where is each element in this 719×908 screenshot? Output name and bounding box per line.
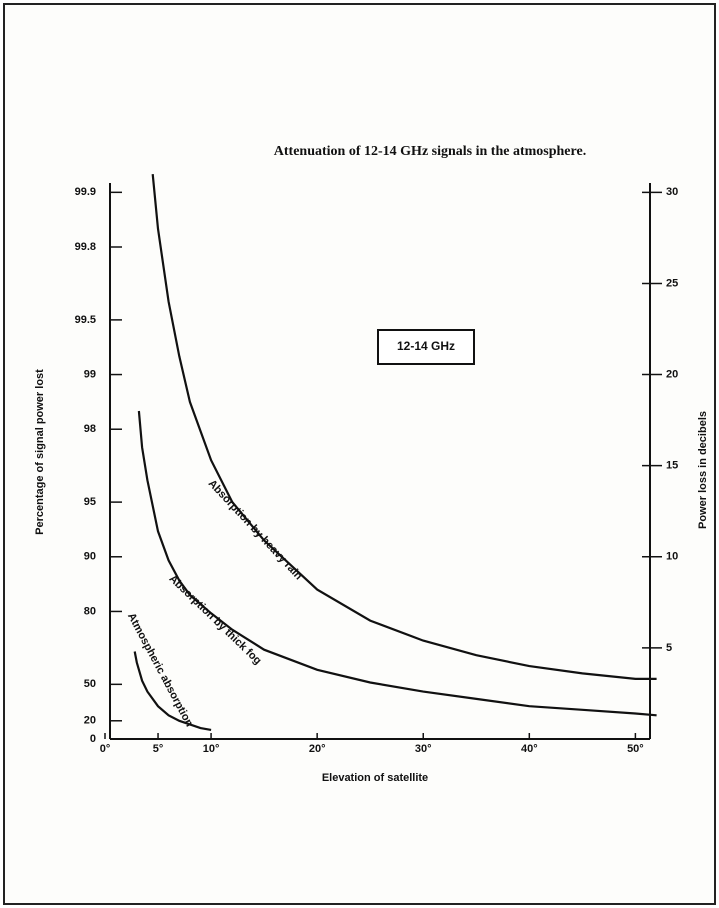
y2-tick-label: 10: [666, 551, 678, 563]
y-tick-label: 0: [90, 733, 96, 745]
chart-title: Attenuation of 12-14 GHz signals in the …: [274, 144, 586, 159]
y2-axis-label: Power loss in decibels: [697, 411, 709, 529]
y-tick-label: 98: [84, 423, 96, 435]
y2-tick-label: 5: [666, 642, 672, 654]
x-tick-label: 50°: [627, 743, 644, 755]
x-tick-label: 20°: [309, 743, 326, 755]
curve: [133, 651, 212, 731]
y-tick-label: 90: [84, 551, 96, 563]
y-tick-label: 80: [84, 605, 96, 617]
x-tick-label: 40°: [521, 743, 538, 755]
y2-tick-label: 20: [666, 368, 678, 380]
x-tick-label: 10°: [203, 743, 220, 755]
y-tick-label: 99.8: [75, 241, 96, 253]
y-tick-label: 20: [84, 715, 96, 727]
x-tick-label: 0°: [100, 743, 111, 755]
x-tick-label: 30°: [415, 743, 432, 755]
y-tick-label: 50: [84, 678, 96, 690]
x-axis-label: Elevation of satellite: [322, 772, 428, 784]
annotation: 12-14 GHz: [397, 339, 455, 353]
y-tick-label: 99: [84, 368, 96, 380]
x-tick-label: 5°: [153, 743, 164, 755]
y-tick-label: 95: [84, 496, 96, 508]
y2-tick-label: 15: [666, 460, 678, 472]
y-tick-label: 99.9: [75, 186, 96, 198]
y-tick-label: 99.5: [75, 314, 96, 326]
curve: [151, 173, 657, 680]
curve: [137, 410, 657, 717]
y2-tick-label: 30: [666, 186, 678, 198]
annotation-box: [377, 329, 475, 365]
y2-tick-label: 25: [666, 277, 678, 289]
y-axis-label: Percentage of signal power lost: [34, 369, 46, 535]
page-frame: [3, 3, 716, 905]
